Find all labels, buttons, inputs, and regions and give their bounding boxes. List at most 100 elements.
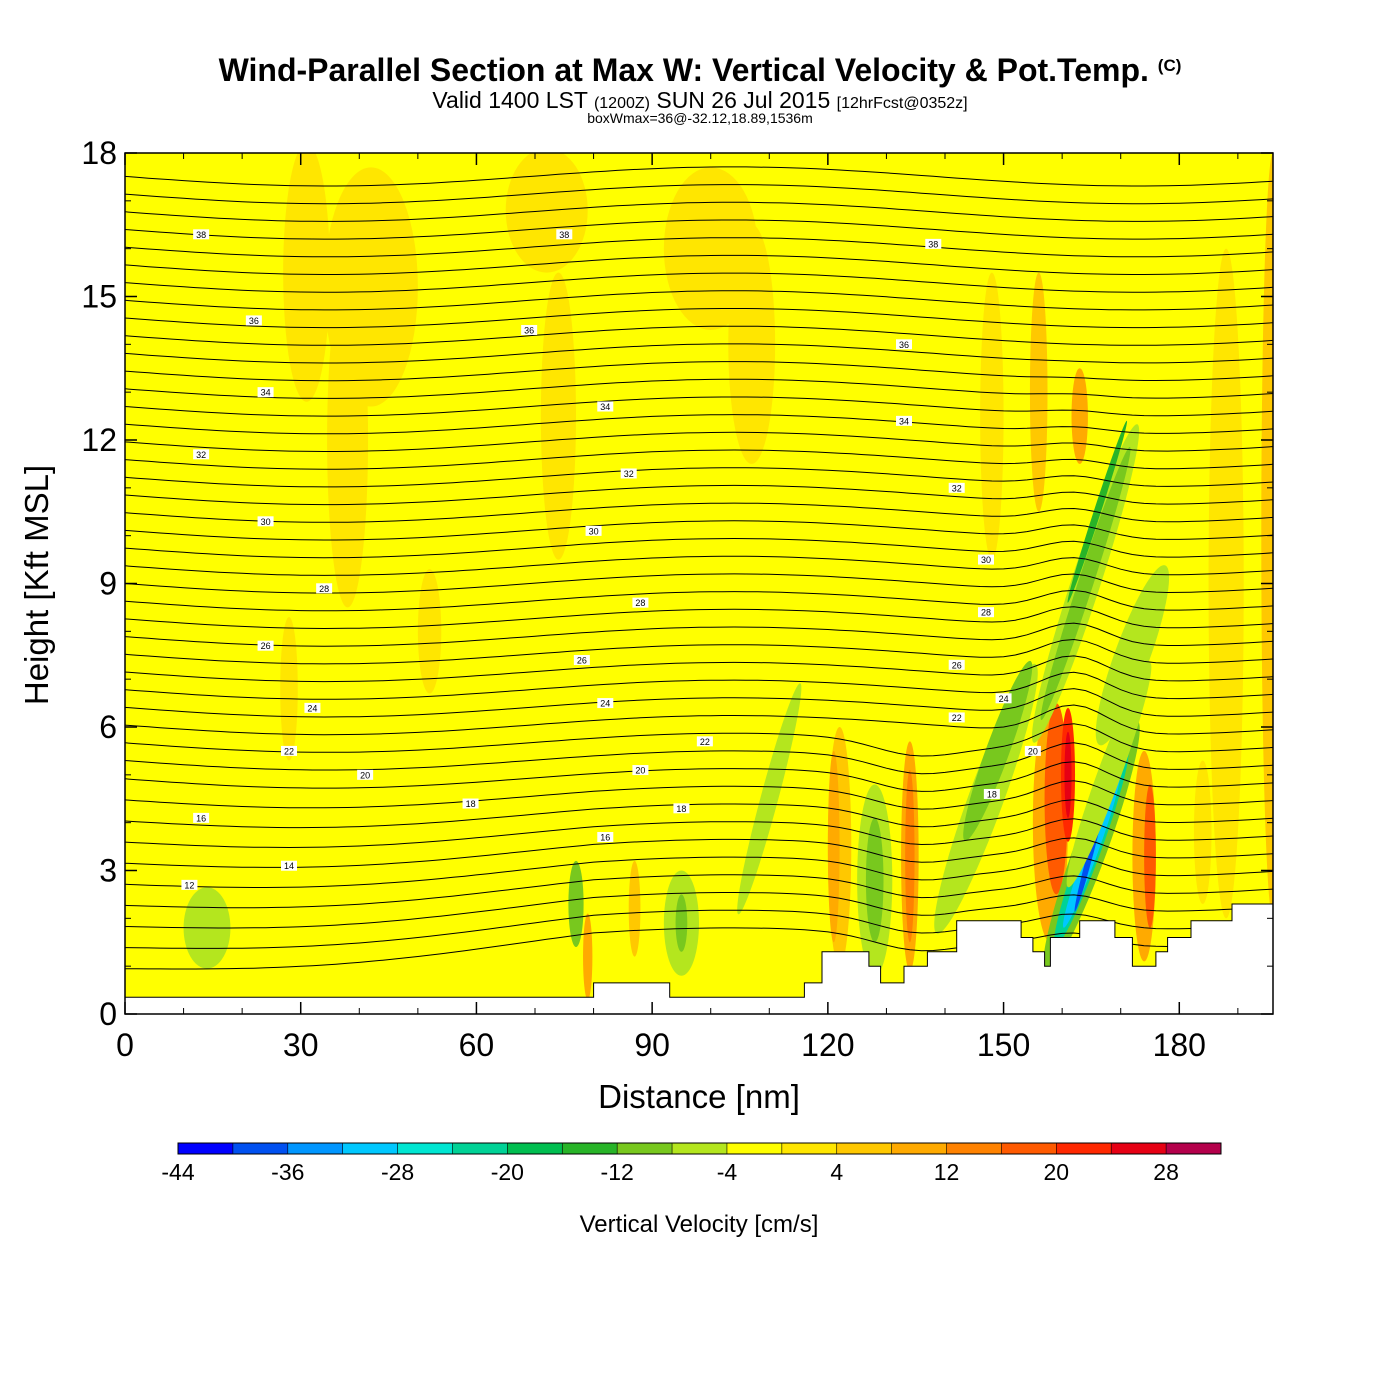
x-tick-label: 0 — [116, 1027, 134, 1063]
colorbar-tick-label: 20 — [1044, 1159, 1070, 1185]
theta-label-box — [316, 583, 333, 594]
theta-contour-line — [125, 343, 1273, 364]
theta-label: 22 — [700, 737, 710, 747]
theta-label: 18 — [987, 789, 997, 799]
theta-contour-line — [125, 622, 1273, 647]
colorbar-swatch — [726, 1143, 783, 1154]
theta-contour-line — [125, 431, 1273, 452]
theta-contour-line — [125, 638, 1273, 665]
theta-contour-line — [125, 502, 1273, 523]
theta-label: 22 — [284, 746, 294, 756]
theta-contour-line — [125, 589, 1273, 612]
theta-contour-line — [125, 272, 1273, 293]
theta-label: 16 — [196, 813, 206, 823]
colorbar-tick-label: 12 — [934, 1159, 960, 1185]
theta-label: 36 — [524, 325, 534, 335]
y-tick-label: 12 — [81, 422, 117, 458]
theta-contour-line — [125, 688, 1273, 718]
colorbar-tick-label: -36 — [271, 1159, 304, 1185]
theta-label: 36 — [899, 340, 909, 350]
theta-label: 32 — [952, 483, 962, 493]
theta-label: 32 — [624, 469, 634, 479]
colorbar-swatch — [452, 1143, 508, 1154]
theta-label: 22 — [952, 713, 962, 723]
field-region — [505, 153, 588, 273]
theta-label-box — [620, 468, 637, 479]
field-region — [1029, 272, 1048, 512]
x-tick-label: 180 — [1153, 1027, 1206, 1063]
theta-label-box — [245, 315, 262, 326]
field-region — [963, 660, 1033, 841]
theta-label: 24 — [307, 703, 317, 713]
theta-label: 34 — [261, 388, 271, 398]
theta-label-box — [948, 482, 965, 493]
theta-label-box — [632, 765, 649, 776]
theta-contour-line — [125, 761, 1273, 792]
theta-label: 20 — [1028, 746, 1038, 756]
theta-label-box — [281, 860, 297, 871]
theta-label: 18 — [676, 804, 686, 814]
field-region — [628, 860, 641, 957]
colorbar-swatch — [287, 1143, 344, 1154]
valid-utc: (1200Z) — [593, 95, 650, 112]
theta-contour-line — [125, 237, 1273, 258]
theta-contour-line — [125, 184, 1273, 205]
theta-label: 26 — [952, 660, 962, 670]
theta-label: 16 — [600, 833, 610, 843]
colorbar-tick-label: -28 — [381, 1159, 414, 1185]
theta-label-box — [597, 698, 614, 709]
y-tick-label: 9 — [99, 566, 117, 602]
theta-label: 24 — [999, 694, 1009, 704]
field-region — [827, 750, 840, 943]
theta-contour-line — [125, 837, 1273, 868]
theta-label: 30 — [589, 526, 599, 536]
theta-label: 38 — [559, 230, 569, 240]
theta-label: 14 — [284, 861, 294, 871]
y-tick-label: 6 — [99, 709, 117, 745]
field-region — [865, 817, 884, 943]
theta-label: 34 — [600, 402, 610, 412]
colorbar-tick-label: 4 — [830, 1159, 843, 1185]
colorbar-title: Vertical Velocity [cm/s] — [580, 1211, 819, 1238]
field-region — [283, 153, 330, 402]
theta-contour-line — [125, 671, 1273, 700]
theta-label-box — [573, 655, 590, 666]
colorbar-swatch — [1166, 1143, 1222, 1154]
theta-label: 28 — [319, 584, 329, 594]
theta-label: 18 — [466, 799, 476, 809]
colorbar-swatch — [232, 1143, 289, 1154]
theta-label-box — [585, 525, 602, 536]
theta-label-box — [521, 324, 538, 335]
theta-label-box — [995, 693, 1012, 704]
theta-contour-line — [125, 655, 1273, 683]
theta-label-box — [896, 339, 912, 350]
field-region — [737, 683, 802, 915]
field-region — [1066, 662, 1152, 888]
theta-label-box — [556, 229, 573, 240]
theta-contour-line — [125, 874, 1273, 909]
colorbar-swatch — [946, 1143, 1002, 1154]
theta-label-box — [1024, 745, 1041, 756]
theta-contour-line — [125, 325, 1273, 346]
theta-label: 38 — [196, 230, 206, 240]
theta-contour-line — [125, 254, 1273, 275]
theta-label: 30 — [981, 555, 991, 565]
valid-date: SUN 26 Jul 2015 — [656, 87, 831, 113]
theta-label-box — [696, 736, 713, 747]
theta-contour-line — [125, 467, 1273, 488]
theta-label-box — [193, 449, 210, 460]
theta-label: 12 — [184, 880, 194, 890]
field-region — [1208, 248, 1244, 919]
x-tick-label: 150 — [977, 1027, 1030, 1063]
colorbar-tick-label: -20 — [491, 1159, 524, 1185]
theta-label-box — [257, 640, 274, 651]
colorbar-tick-label: -44 — [161, 1159, 194, 1185]
x-tick-label: 120 — [801, 1027, 854, 1063]
theta-contour-line — [125, 219, 1273, 240]
theta-contour-line — [125, 166, 1273, 187]
theta-contour-line — [125, 290, 1273, 311]
field-region — [417, 569, 442, 694]
theta-label-box — [925, 238, 942, 249]
field-region — [540, 272, 577, 560]
